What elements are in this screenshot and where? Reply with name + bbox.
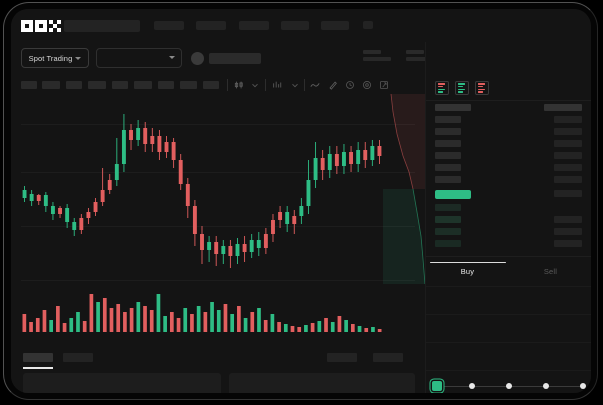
trade-tab-buy[interactable]: Buy [460, 267, 475, 276]
coin-avatar [191, 52, 204, 65]
buy-sell-tabs: Buy Sell [426, 260, 591, 286]
chevron-down-icon [75, 56, 82, 60]
trading-mode-label: Spot Trading [28, 53, 73, 63]
interval-button-8[interactable] [180, 81, 197, 89]
nav-item-markets[interactable] [154, 21, 184, 30]
nav-item-more[interactable] [321, 21, 349, 30]
orderbook-bid-row[interactable] [435, 228, 461, 235]
chart-gridline [21, 280, 415, 281]
slider-step-50[interactable] [506, 383, 512, 389]
orderbook-last-amount [554, 190, 582, 197]
orderbook-layout-buy-icon[interactable] [455, 81, 469, 95]
chevron-down-icon[interactable] [290, 80, 300, 90]
interval-button-5[interactable] [112, 81, 128, 89]
indicator-icon[interactable] [272, 80, 282, 90]
orderbook-ask-amount [554, 152, 582, 159]
volume-series [22, 294, 382, 332]
orderbook-last-price-highlight [435, 190, 471, 199]
slider-step-100[interactable] [580, 383, 586, 389]
chart-gridline [21, 226, 415, 227]
orderbook-column-header-amount [544, 104, 582, 111]
nav-item-derivatives[interactable] [239, 21, 269, 30]
orderbook-ask-amount [554, 116, 582, 123]
buy-tab-indicator [430, 261, 506, 263]
slider-handle[interactable] [432, 381, 442, 391]
orderbook-ask-row[interactable] [435, 152, 461, 159]
orderbook-ask-row[interactable] [435, 128, 461, 135]
top-navigation-bar [11, 9, 591, 42]
orderbook-and-trade-panel: Buy Sell [425, 42, 591, 393]
brush-tool-icon[interactable] [328, 80, 338, 90]
settings-icon[interactable] [362, 80, 372, 90]
chevron-down-icon [169, 56, 175, 59]
bottom-tab-open-orders[interactable] [23, 353, 53, 362]
bottom-action-hide-other-pairs[interactable] [327, 353, 357, 362]
candle-style-icon[interactable] [234, 80, 244, 90]
slider-step-25[interactable] [469, 383, 475, 389]
orderbook-column-header-price [435, 104, 471, 111]
interval-button-7[interactable] [158, 81, 174, 89]
okx-logo-icon[interactable] [21, 20, 61, 32]
orderbook-ask-row[interactable] [435, 164, 461, 171]
active-tab-indicator [23, 367, 53, 369]
nav-item-account[interactable] [363, 21, 373, 29]
orderbook-ask-amount [554, 128, 582, 135]
orderbook-header [426, 75, 591, 101]
orderbook-ask-amount [554, 176, 582, 183]
chart-toolbar [11, 76, 425, 94]
undo-icon[interactable] [345, 80, 355, 90]
bottom-panel-left [23, 373, 221, 393]
trading-mode-selector[interactable]: Spot Trading [21, 48, 89, 68]
nav-item-earn[interactable] [281, 21, 309, 30]
orderbook-bid-amount [554, 240, 582, 247]
depth-chart-overlay [383, 94, 425, 284]
candlestick-series [22, 114, 382, 268]
orderbook-bid-row[interactable] [435, 204, 461, 211]
ticker-stat-2 [406, 50, 434, 61]
chart-gridline [21, 124, 415, 125]
bottom-tab-order-history[interactable] [63, 353, 93, 362]
pair-name-label [209, 53, 261, 64]
fullscreen-icon[interactable] [379, 80, 389, 90]
orderbook-bid-amount [554, 216, 582, 223]
bottom-action-cancel-all[interactable] [373, 353, 403, 362]
trade-tab-sell[interactable]: Sell [543, 267, 558, 276]
interval-button-3[interactable] [66, 81, 82, 89]
orders-panel [11, 349, 425, 393]
nav-item-trade[interactable] [196, 21, 226, 30]
interval-button-1[interactable] [21, 81, 37, 89]
orderbook-layout-both-icon[interactable] [435, 81, 449, 95]
chart-gridline [21, 172, 415, 173]
search-input[interactable] [64, 20, 140, 32]
chevron-down-icon[interactable] [250, 80, 260, 90]
line-chart-icon[interactable] [310, 80, 320, 90]
orderbook-ask-row[interactable] [435, 140, 461, 147]
orderbook-bid-row[interactable] [435, 240, 461, 247]
orderbook-ask-amount [554, 140, 582, 147]
interval-button-2-active[interactable] [42, 81, 60, 89]
slider-step-75[interactable] [543, 383, 549, 389]
interval-button-4[interactable] [88, 81, 106, 89]
orderbook-ask-amount [554, 164, 582, 171]
interval-button-9[interactable] [203, 81, 219, 89]
orderbook-ask-row[interactable] [435, 176, 461, 183]
trading-pair-select[interactable] [96, 48, 182, 68]
interval-button-6[interactable] [134, 81, 152, 89]
orderbook-layout-sell-icon[interactable] [475, 81, 489, 95]
bottom-panel-right [229, 373, 415, 393]
ticker-stat-1 [363, 50, 391, 61]
orderbook-bid-amount [554, 228, 582, 235]
app-screen: Spot Trading [11, 9, 591, 393]
orderbook-bid-row[interactable] [435, 216, 461, 223]
orderbook-ask-row[interactable] [435, 116, 461, 123]
price-chart[interactable] [11, 94, 425, 349]
